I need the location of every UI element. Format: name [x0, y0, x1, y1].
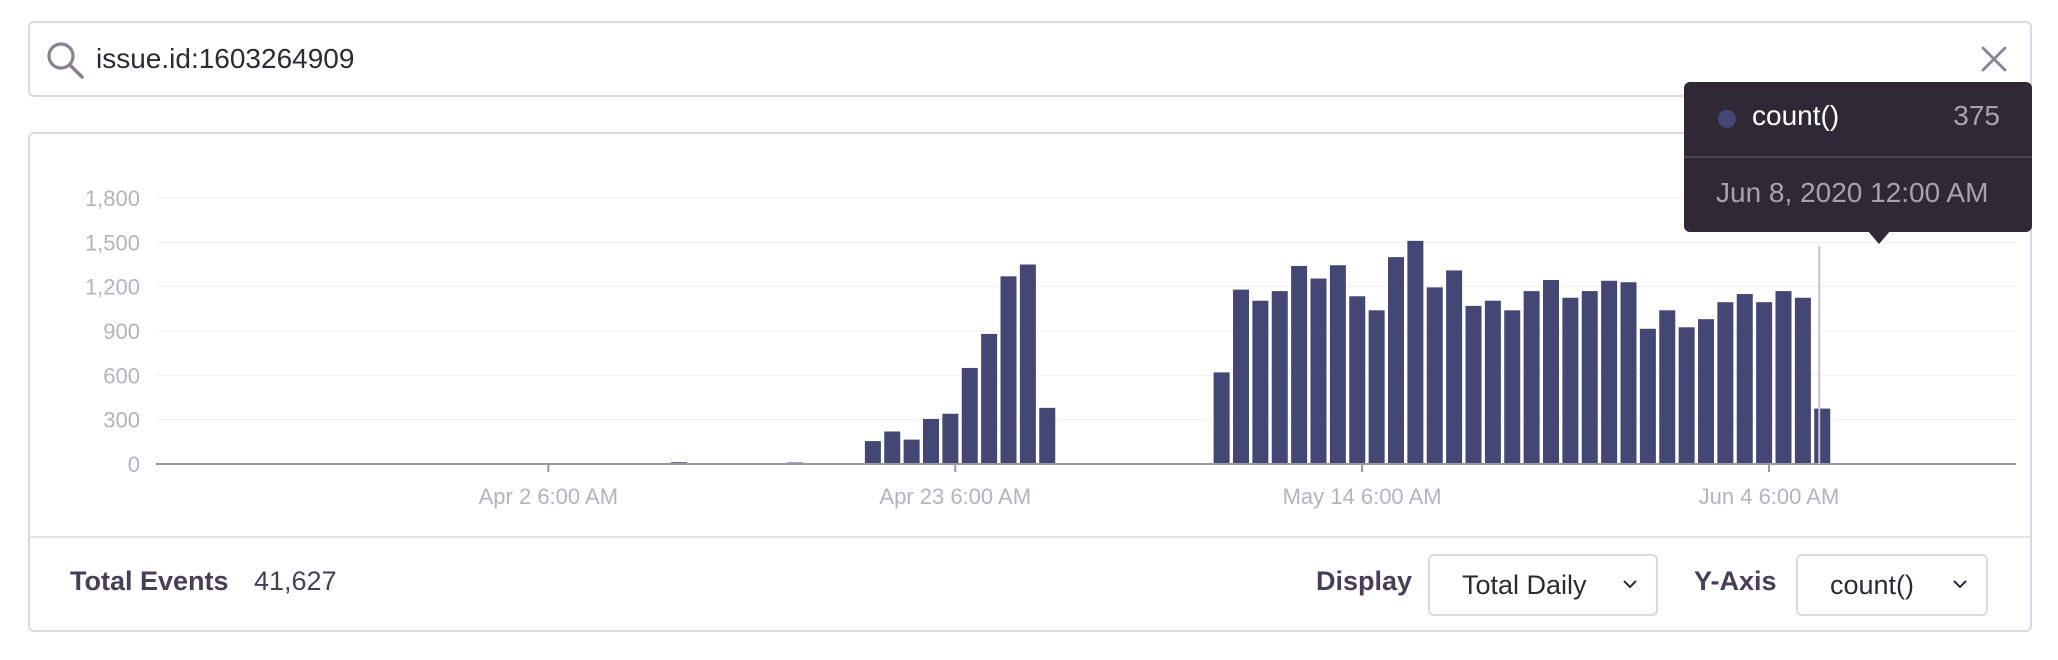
x-tick-label: Apr 23 6:00 AM	[879, 484, 1031, 509]
chart-bar	[864, 441, 881, 464]
chart-bar	[1329, 265, 1346, 464]
chart-bar	[1426, 287, 1443, 464]
x-tick-label: May 14 6:00 AM	[1283, 484, 1442, 509]
x-tick-label: Apr 2 6:00 AM	[479, 484, 618, 509]
y-tick-label: 600	[103, 363, 140, 388]
chart-bar	[1271, 291, 1288, 464]
chart-bar	[1639, 328, 1656, 464]
y-axis-dropdown[interactable]: count()	[1796, 554, 1988, 616]
chart-bar	[1465, 305, 1482, 464]
chart-bar	[1756, 302, 1773, 464]
display-label: Display	[1316, 566, 1413, 596]
chart-bar	[1601, 280, 1618, 464]
total-events-label: Total Events	[70, 566, 229, 596]
search-bar[interactable]: issue.id:1603264909	[28, 21, 2032, 97]
chart-bar	[1252, 300, 1269, 464]
chart-bar	[1310, 278, 1327, 464]
search-input[interactable]: issue.id:1603264909	[96, 43, 355, 74]
chart-bar	[1775, 291, 1792, 464]
y-tick-label: 1,800	[85, 186, 140, 211]
y-tick-label: 1,200	[85, 275, 140, 300]
display-dropdown-value: Total Daily	[1462, 570, 1587, 600]
total-events-value: 41,627	[254, 566, 337, 596]
tooltip-divider	[1684, 156, 2032, 158]
chart-bar	[1717, 302, 1734, 464]
chart-bar	[1446, 270, 1463, 464]
y-tick-label: 0	[128, 452, 140, 477]
chart-bar	[1736, 294, 1753, 464]
search-icon	[47, 42, 84, 79]
chart-bar	[884, 431, 901, 464]
chart-area: 0 300 600 900 1,200 1,500 1,800 Apr 2 6:00 AM Ap…	[30, 134, 2030, 536]
chart-bar	[961, 367, 978, 464]
chevron-down-icon	[1953, 580, 1967, 589]
chevron-down-icon	[1623, 580, 1637, 589]
chart-bar	[1543, 280, 1559, 464]
close-icon[interactable]	[1978, 43, 2010, 75]
chart-footer: Total Events 41,627 Display Total Daily …	[30, 536, 2030, 632]
chart-bar	[1291, 265, 1308, 464]
chart-bar	[1698, 319, 1714, 464]
tooltip-date: Jun 8, 2020 12:00 AM	[1716, 177, 1989, 208]
series-color-dot	[1718, 110, 1736, 128]
chart-bar	[1233, 289, 1249, 464]
chart-bar	[1388, 257, 1404, 464]
y-axis-label: Y-Axis	[1694, 566, 1777, 596]
y-tick-label: 1,500	[85, 230, 140, 255]
chart-bar	[1407, 240, 1424, 464]
chart-bar	[1581, 291, 1598, 464]
display-dropdown[interactable]: Total Daily	[1428, 554, 1658, 616]
chart-bar	[942, 413, 959, 464]
tooltip-arrow	[1867, 230, 1891, 244]
chart-bar	[1562, 297, 1579, 464]
chart-bar	[923, 418, 939, 464]
chart-bar	[1000, 276, 1017, 464]
chart-bar	[1620, 282, 1637, 464]
chart-bar	[1019, 264, 1036, 464]
y-axis-dropdown-value: count()	[1830, 570, 1915, 600]
chart-bar	[1368, 310, 1385, 464]
chart-bar	[1659, 310, 1676, 464]
chart-bar	[981, 333, 998, 464]
chart-bar	[1213, 372, 1230, 464]
chart-bar	[903, 439, 920, 464]
chart-bar	[1814, 408, 1831, 464]
tooltip-series-value: 375	[1953, 100, 2000, 131]
bar-chart[interactable]: 0 300 600 900 1,200 1,500 1,800 Apr 2 6:00 AM Ap…	[30, 134, 2030, 536]
y-tick-label: 900	[103, 319, 140, 344]
chart-tooltip: count() 375 Jun 8, 2020 12:00 AM	[1684, 82, 2032, 244]
chart-bar	[1039, 407, 1056, 464]
x-tick-label: Jun 4 6:00 AM	[1699, 484, 1840, 509]
chart-bar	[1678, 327, 1695, 464]
tooltip-series-name: count()	[1752, 100, 1840, 131]
chart-bar	[1794, 297, 1811, 464]
chart-bar	[1523, 291, 1540, 464]
chart-bar	[1484, 300, 1501, 464]
chart-bar	[1504, 310, 1521, 464]
chart-bar	[1349, 296, 1366, 464]
y-tick-label: 300	[103, 408, 140, 433]
